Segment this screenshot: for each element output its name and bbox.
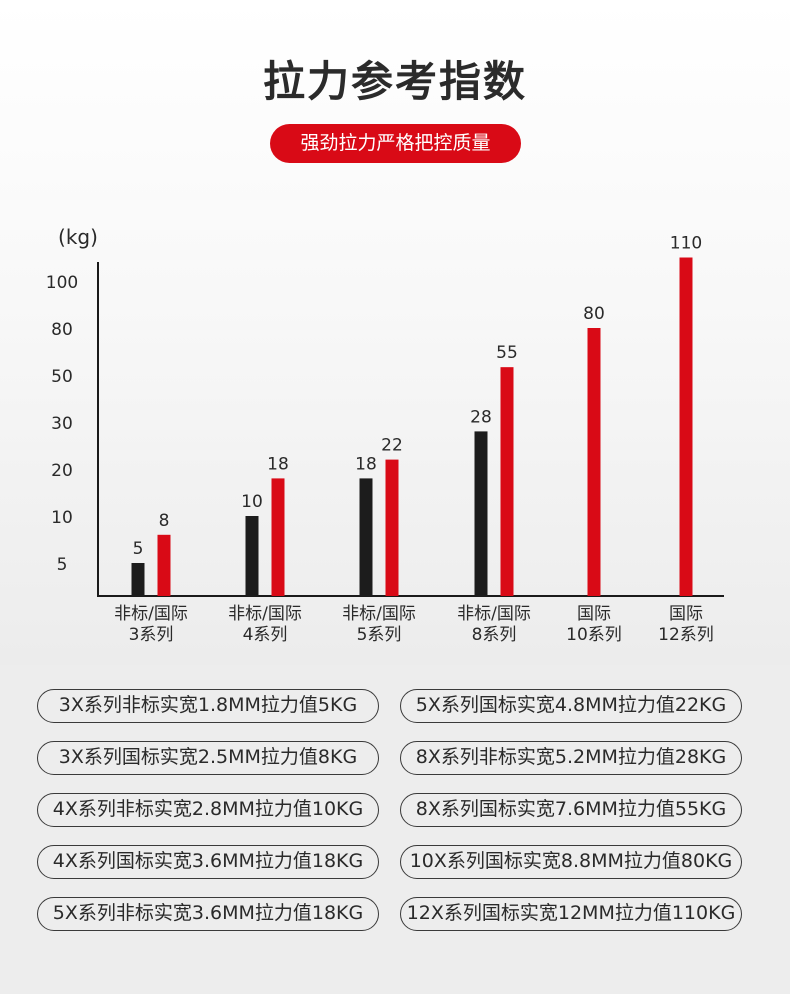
bar-red-1 xyxy=(271,478,285,596)
bar-black-1 xyxy=(245,516,259,596)
bar-red-5 xyxy=(679,257,693,596)
y-tick-label: 10 xyxy=(51,508,73,528)
bar-value-label: 55 xyxy=(496,343,518,363)
y-tick-label: 30 xyxy=(51,414,73,434)
spec-pill: 12X系列国标实宽12MM拉力值110KG xyxy=(400,897,742,931)
subtitle-badge: 强劲拉力严格把控质量 xyxy=(270,124,521,163)
bar-value-label: 5 xyxy=(133,539,144,559)
bar-value-label: 18 xyxy=(267,454,289,474)
bar-black-0 xyxy=(131,563,145,596)
y-tick-label: 50 xyxy=(51,367,73,387)
spec-pill: 4X系列国标实宽3.6MM拉力值18KG xyxy=(37,845,379,879)
x-category-label: 3系列 xyxy=(129,625,174,645)
y-tick-label: 5 xyxy=(57,555,68,575)
x-category-label: 非标/国际 xyxy=(457,604,531,624)
y-axis-ticks: 5 10 20 30 50 80 100 xyxy=(46,273,78,575)
bar-red-0 xyxy=(157,534,171,596)
page-title: 拉力参考指数 xyxy=(262,57,527,106)
x-category-label: 非标/国际 xyxy=(114,604,188,624)
x-category-label: 10系列 xyxy=(566,625,622,645)
spec-pill: 3X系列非标实宽1.8MM拉力值5KG xyxy=(37,689,379,723)
bar-red-4 xyxy=(587,328,601,596)
y-tick-label: 20 xyxy=(51,461,73,481)
bar-value-label: 22 xyxy=(381,436,403,456)
bar-value-label: 18 xyxy=(355,454,377,474)
spec-pill: 8X系列非标实宽5.2MM拉力值28KG xyxy=(400,741,742,775)
x-axis-labels: 非标/国际3系列非标/国际4系列非标/国际5系列非标/国际8系列国际10系列国际… xyxy=(114,604,714,645)
bar-black-3 xyxy=(474,431,488,596)
bar-value-label: 80 xyxy=(583,304,605,324)
bar-red-2 xyxy=(385,459,399,596)
x-category-label: 12系列 xyxy=(658,625,714,645)
x-category-label: 4系列 xyxy=(243,625,288,645)
bar-value-label: 110 xyxy=(670,234,702,254)
bar-value-label: 28 xyxy=(470,407,492,427)
x-category-label: 非标/国际 xyxy=(342,604,416,624)
spec-pill: 5X系列非标实宽3.6MM拉力值18KG xyxy=(37,897,379,931)
y-axis-unit-label: (kg) xyxy=(58,225,98,249)
spec-pill: 4X系列非标实宽2.8MM拉力值10KG xyxy=(37,793,379,827)
y-tick-label: 80 xyxy=(51,320,73,340)
spec-pill: 3X系列国标实宽2.5MM拉力值8KG xyxy=(37,741,379,775)
y-tick-label: 100 xyxy=(46,273,78,293)
x-category-label: 8系列 xyxy=(472,625,517,645)
bar-black-2 xyxy=(359,478,373,596)
bar-red-3 xyxy=(500,367,514,596)
x-category-label: 国际 xyxy=(669,604,703,624)
bar-value-label: 8 xyxy=(159,511,170,531)
x-category-label: 国际 xyxy=(577,604,611,624)
spec-pill: 5X系列国标实宽4.8MM拉力值22KG xyxy=(400,689,742,723)
x-category-label: 5系列 xyxy=(357,625,402,645)
spec-pill: 8X系列国标实宽7.6MM拉力值55KG xyxy=(400,793,742,827)
spec-pill: 10X系列国标实宽8.8MM拉力值80KG xyxy=(400,845,742,879)
bar-value-label: 10 xyxy=(241,492,263,512)
x-category-label: 非标/国际 xyxy=(228,604,302,624)
